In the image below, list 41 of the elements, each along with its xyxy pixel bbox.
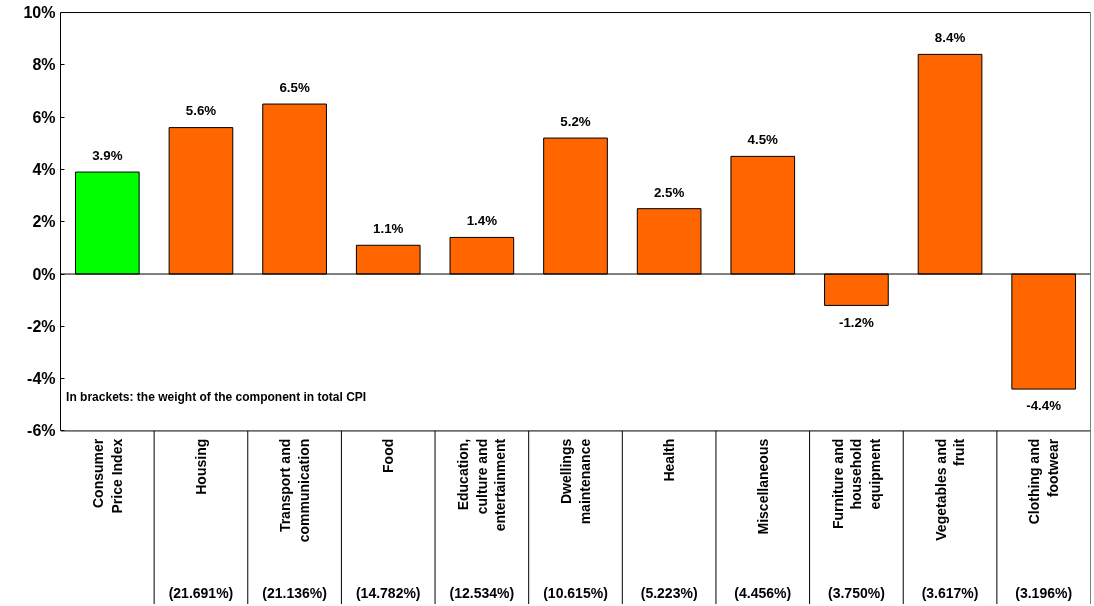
- y-tick-label: 8%: [32, 56, 56, 74]
- data-label: -4.4%: [1026, 398, 1062, 414]
- y-tick-label: 2%: [32, 213, 56, 231]
- data-label: 3.9%: [92, 147, 123, 163]
- data-label: 5.6%: [185, 103, 217, 119]
- text: (3.617%): [921, 584, 979, 601]
- data-label: 1.1%: [373, 221, 404, 237]
- data-label: 2.5%: [653, 184, 685, 200]
- text: (3.750%): [828, 584, 885, 601]
- y-tick-label: 0%: [32, 265, 56, 283]
- data-label: 1.4%: [466, 213, 498, 229]
- text: (14.782%): [355, 584, 421, 601]
- text: (4.456%): [734, 584, 792, 601]
- text: (10.615%): [543, 584, 608, 601]
- text: (3.196%): [1015, 584, 1073, 601]
- x-tick-label: Education, culture and entertainment: [455, 438, 509, 532]
- x-tick-label: Health: [661, 438, 678, 482]
- y-tick-label: 6%: [32, 108, 56, 126]
- x-tick-label: Consumer Price Index: [90, 438, 125, 514]
- x-tick-label: Clothing and footwear: [1026, 438, 1061, 525]
- text: (5.223%): [640, 584, 698, 601]
- text: (21.691%): [168, 584, 234, 601]
- y-tick-label: 4%: [32, 160, 56, 178]
- x-tick-label: Food: [380, 438, 397, 473]
- x-tick-label: Transport and communication: [277, 438, 312, 543]
- x-tick-label: Vegetables and fruit: [932, 438, 968, 541]
- text: (12.534%): [449, 584, 515, 601]
- data-label: 5.2%: [560, 113, 591, 129]
- y-tick-label: -4%: [27, 370, 56, 388]
- x-tick-label: Housing: [192, 438, 209, 495]
- annotation: In brackets: the weight of the component in total CPI: [66, 389, 367, 404]
- y-tick-label: -6%: [27, 422, 56, 440]
- data-label: 8.4%: [934, 30, 966, 46]
- data-label: -1.2%: [839, 314, 874, 330]
- text: (21.136%): [262, 584, 327, 601]
- data-label: 6.5%: [279, 79, 310, 95]
- data-label: 4.5%: [747, 132, 779, 148]
- x-tick-label: Furniture and household equipment: [830, 438, 883, 529]
- x-tick-label: Miscellaneous: [754, 438, 771, 535]
- y-tick-label: 10%: [23, 4, 56, 22]
- y-tick-label: -2%: [27, 317, 56, 335]
